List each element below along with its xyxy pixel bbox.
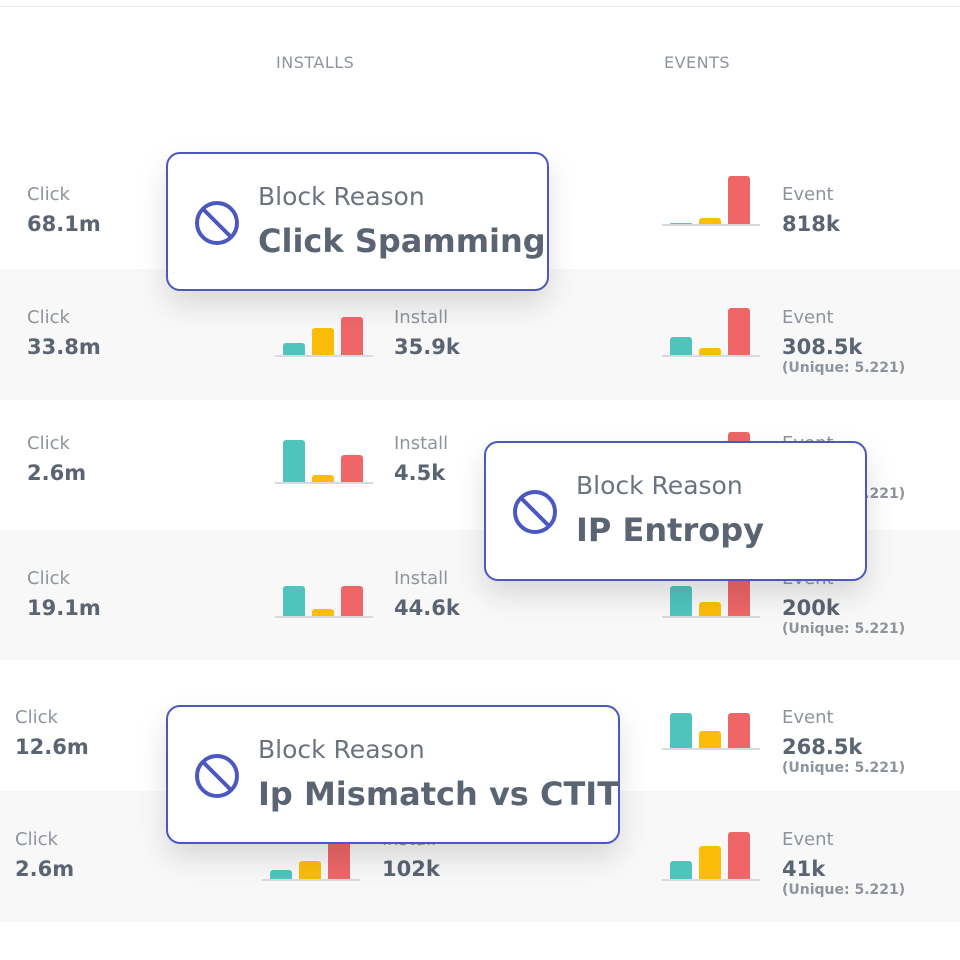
event-value: 308.5k <box>782 335 863 359</box>
block-icon <box>195 201 239 245</box>
chart-baseline <box>275 482 373 484</box>
chart-bar <box>728 176 750 224</box>
popup-title: Block Reason <box>258 182 425 211</box>
chart-bar <box>283 586 305 616</box>
column-header-installs: INSTALLS <box>276 53 355 72</box>
event-label: Event <box>782 184 834 205</box>
chart-baseline <box>662 748 760 750</box>
click-value: 2.6m <box>27 461 87 485</box>
chart-bar <box>728 308 750 355</box>
column-header-events: EVENTS <box>664 53 731 72</box>
install-value: 35.9k <box>394 335 460 359</box>
chart-baseline <box>662 224 760 226</box>
install-label: Install <box>394 307 449 328</box>
chart-bar <box>670 861 692 879</box>
chart-bar <box>699 846 721 879</box>
chart-bar <box>312 475 334 482</box>
chart-bar <box>728 832 750 879</box>
block-reason-popup-2: Block Reason IP Entropy <box>484 441 867 581</box>
block-icon <box>195 754 239 798</box>
events-chart <box>662 690 760 750</box>
install-label: Install <box>394 433 449 454</box>
chart-bar <box>670 586 692 616</box>
top-divider <box>0 6 960 7</box>
event-label: Event <box>782 829 834 850</box>
chart-bar <box>670 713 692 748</box>
chart-bar <box>699 602 721 616</box>
install-value: 44.6k <box>394 596 460 620</box>
table-row[interactable]: Click 68.1m Event 818k <box>0 140 960 269</box>
events-chart <box>662 297 760 357</box>
chart-baseline <box>662 879 760 881</box>
chart-baseline <box>662 616 760 618</box>
click-value: 12.6m <box>15 735 89 759</box>
chart-bar <box>283 440 305 482</box>
chart-bar <box>283 343 305 355</box>
chart-bar <box>699 348 721 355</box>
chart-bar <box>312 328 334 355</box>
popup-reason: Ip Mismatch vs CTIT <box>258 775 620 813</box>
chart-bar <box>312 609 334 616</box>
click-value: 2.6m <box>15 857 75 881</box>
click-label: Click <box>27 568 70 589</box>
chart-bar <box>699 218 721 224</box>
chart-bar <box>341 317 363 355</box>
chart-bar <box>270 870 292 879</box>
event-unique: (Unique: 5.221) <box>782 760 906 776</box>
chart-baseline <box>275 616 373 618</box>
chart-bar <box>299 861 321 879</box>
install-value: 4.5k <box>394 461 446 485</box>
chart-baseline <box>262 879 360 881</box>
installs-chart <box>275 558 373 618</box>
click-value: 68.1m <box>27 212 101 236</box>
events-chart <box>662 821 760 881</box>
event-unique: (Unique: 5.221) <box>782 360 906 376</box>
event-value: 268.5k <box>782 735 863 759</box>
installs-chart <box>275 297 373 357</box>
block-reason-popup-1: Block Reason Click Spamming <box>166 152 549 291</box>
event-value: 200k <box>782 596 840 620</box>
popup-reason: IP Entropy <box>576 511 764 549</box>
event-value: 41k <box>782 857 826 881</box>
event-unique: (Unique: 5.221) <box>782 621 906 637</box>
chart-bar <box>670 223 692 224</box>
event-label: Event <box>782 707 834 728</box>
click-label: Click <box>27 433 70 454</box>
install-value: 102k <box>382 857 440 881</box>
events-chart <box>662 166 760 226</box>
chart-bar <box>341 455 363 482</box>
popup-title: Block Reason <box>258 735 425 764</box>
block-icon <box>513 490 557 534</box>
event-unique: (Unique: 5.221) <box>782 882 906 898</box>
click-value: 19.1m <box>27 596 101 620</box>
click-label: Click <box>15 707 58 728</box>
chart-bar <box>341 586 363 616</box>
click-value: 33.8m <box>27 335 101 359</box>
click-label: Click <box>27 184 70 205</box>
block-reason-popup-3: Block Reason Ip Mismatch vs CTIT <box>166 705 620 844</box>
chart-baseline <box>662 355 760 357</box>
popup-reason: Click Spamming <box>258 222 546 260</box>
popup-title: Block Reason <box>576 471 743 500</box>
table-row[interactable]: Click 12.6m Event 268.5k (Unique: 5.221) <box>0 660 960 791</box>
click-label: Click <box>27 307 70 328</box>
click-label: Click <box>15 829 58 850</box>
chart-bar <box>699 731 721 748</box>
installs-chart <box>275 424 373 484</box>
event-value: 818k <box>782 212 840 236</box>
chart-bar <box>728 713 750 748</box>
chart-bar <box>670 337 692 355</box>
chart-baseline <box>275 355 373 357</box>
event-label: Event <box>782 307 834 328</box>
install-label: Install <box>394 568 449 589</box>
